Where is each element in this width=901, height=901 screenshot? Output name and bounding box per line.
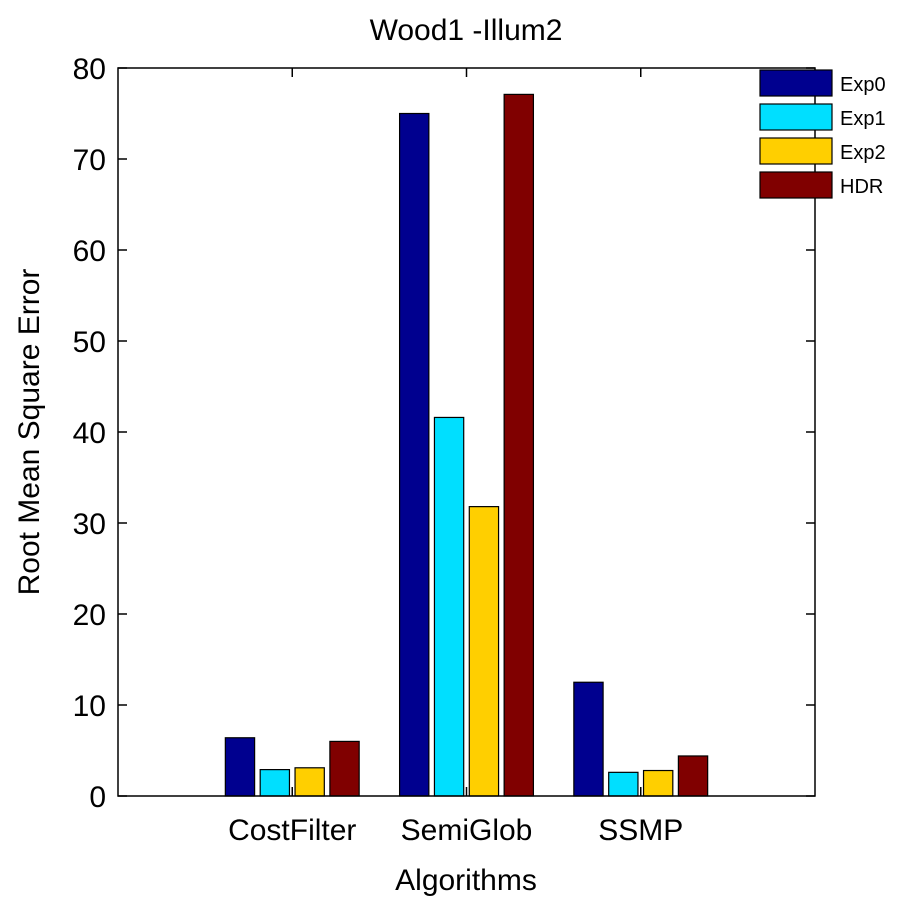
bar-exp1-ssmp <box>608 771 639 797</box>
y-tick-label: 10 <box>73 690 106 723</box>
bars-group <box>224 93 709 797</box>
bar-exp2-semiglob <box>468 506 500 797</box>
x-tick-label: CostFilter <box>228 814 356 847</box>
bar-exp2-ssmp <box>642 769 674 797</box>
legend: Exp0 Exp1 Exp2 HDR <box>759 69 886 199</box>
bar-exp0-semiglob <box>398 112 430 797</box>
bar-exp2-costfilter <box>294 767 325 797</box>
legend-label-exp0: Exp0 <box>840 74 886 96</box>
chart-title: Wood1 -Illum2 <box>370 14 563 47</box>
bar-exp0-costfilter <box>224 737 256 797</box>
y-axis-ticks: 0 10 20 30 40 50 60 70 80 <box>73 53 815 814</box>
plot-frame <box>117 67 816 797</box>
y-tick-label: 30 <box>73 508 106 541</box>
y-tick-label: 80 <box>73 53 106 86</box>
y-tick-label: 40 <box>73 417 106 450</box>
bar-hdr-costfilter <box>329 740 360 797</box>
y-axis-label: Root Mean Square Error <box>13 269 46 596</box>
bar-exp1-semiglob <box>433 416 465 797</box>
x-tick-label: SemiGlob <box>401 814 533 847</box>
legend-swatch-exp2 <box>759 137 833 165</box>
legend-label-exp1: Exp1 <box>840 108 886 130</box>
bar-hdr-semiglob <box>503 93 535 797</box>
y-tick-label: 60 <box>73 235 106 268</box>
bar-exp0-ssmp <box>573 681 604 797</box>
bar-exp1-costfilter <box>259 769 291 797</box>
legend-swatch-hdr <box>759 171 833 199</box>
legend-label-exp2: Exp2 <box>840 142 886 164</box>
plot-background <box>118 68 815 796</box>
x-axis-label: Algorithms <box>395 864 537 897</box>
bar-hdr-ssmp <box>677 755 709 797</box>
legend-swatch-exp0 <box>759 69 833 97</box>
y-tick-label: 20 <box>73 599 106 632</box>
y-tick-label: 0 <box>89 781 106 814</box>
y-tick-label: 50 <box>73 326 106 359</box>
plot-area: 0 10 20 30 40 50 60 70 80 CostFilter SemiGlob SSMP <box>73 53 816 847</box>
x-tick-label: SSMP <box>598 814 683 847</box>
x-axis-ticks: CostFilter SemiGlob SSMP <box>228 68 683 847</box>
legend-label-hdr: HDR <box>840 176 883 198</box>
y-tick-label: 70 <box>73 144 106 177</box>
legend-swatch-exp1 <box>759 103 833 131</box>
